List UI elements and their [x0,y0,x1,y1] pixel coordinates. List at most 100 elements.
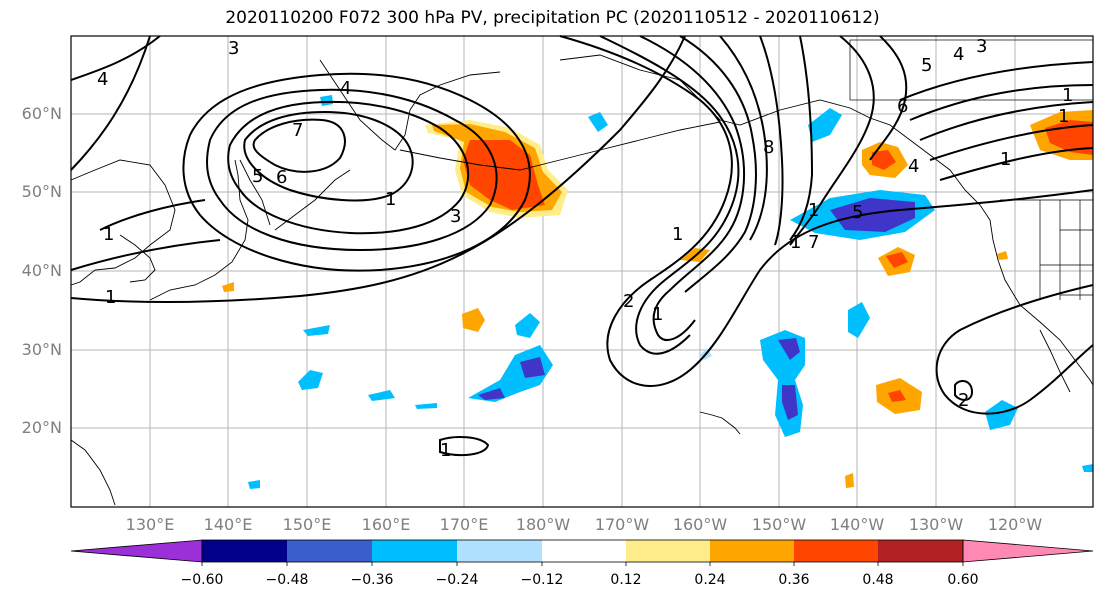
shade-pos-small3 [845,473,854,488]
coast-hawaii [699,411,741,435]
contour-label: 5 [852,202,863,223]
shade-pos-small1 [462,308,485,332]
lon-label: 170°E [439,515,489,534]
colorbar-segment [710,540,794,562]
coastlines [70,54,1094,506]
contour-label: 6 [276,167,287,188]
pv-contour-jet-5 [719,35,768,241]
colorbar-segment [457,540,542,562]
pv-contour-ring4 [206,88,498,252]
coast-baja [1039,329,1071,393]
colorbar-segment [372,540,457,562]
contour-label: 1 [105,287,116,308]
coast-philippines [70,439,116,506]
pv-contour-sub-east [935,284,1094,415]
colorbar-left-extend [70,539,203,563]
contour-label: 7 [808,232,819,253]
contour-label: 8 [763,137,774,158]
contour-label: 6 [897,96,908,117]
pv-contour-ring5 [227,100,470,235]
shade-neg-west2 [515,313,540,338]
contour-label: 1 [1000,149,1011,170]
contour-label: 4 [908,156,919,177]
colorbar-label: 0.24 [694,572,726,588]
colorbar-label: −0.60 [180,572,224,588]
pv-contour-ring7 [252,118,346,173]
contour-label: 3 [976,36,987,57]
contour-label: 4 [97,69,108,90]
pv-contour-west-1 [70,35,686,304]
lon-label: 120°W [987,515,1043,534]
coast-asia [70,159,176,286]
colorbar-segment [202,540,287,562]
pv-contour-east-5 [929,124,1094,161]
contour-label: 1 [440,440,451,461]
pv-contour-ring3 [182,72,531,272]
contour-label: 5 [252,166,263,187]
contour-label: 3 [228,38,239,59]
contour-label: 1 [790,232,801,253]
lon-label: 180°W [515,515,571,534]
colorbar-label: 0.48 [862,572,894,588]
lat-label: 40°N [21,261,62,280]
shade-neg-gulf-mid [830,198,915,232]
shade-neg-sub1 [985,400,1018,430]
pv-contour-jet-2 [599,35,740,355]
colorbar-label: −0.36 [350,572,394,588]
shade-neg-west6 [415,403,437,409]
contour-label: 7 [292,120,303,141]
colorbar-segment [878,540,963,562]
lat-label: 50°N [21,182,62,201]
shade-neg-north2 [588,112,608,132]
colorbar-right-extend [962,539,1094,563]
lon-label: 150°E [282,515,332,534]
pv-contour-sub-3 [439,436,490,457]
contour-label: 3 [450,206,461,227]
shade-neg-tiny3 [1082,464,1093,472]
colorbar-ticks [201,562,964,566]
colorbar-label: −0.24 [435,572,479,588]
shade-pos-sub-red [888,390,906,402]
lat-label: 30°N [21,340,62,359]
pv-contours [70,35,1094,457]
pv-contour-jet-core [789,35,875,246]
lon-label: 160°W [672,515,728,534]
shade-pos-gulf-red [872,150,896,170]
pv-contour-west-ring1 [70,35,151,171]
colorbar-label: −0.48 [265,572,309,588]
pv-contour-east-1 [869,35,908,161]
lon-label: 130°W [908,515,964,534]
contour-label: 1 [1062,85,1073,106]
shade-neg-west5 [368,390,395,401]
pv-contour-ring6 [243,110,414,202]
colorbar [70,539,1094,566]
coast-kamchatka [319,59,501,151]
shade-pos-40n-red [886,252,908,268]
coast-kuril [274,169,351,231]
lon-label: 140°E [203,515,253,534]
colorbar-segment [542,540,626,562]
coast-alaska [559,54,991,221]
pv-contour-west-2 [70,239,221,271]
pv-contour-jet-6 [759,35,784,246]
shade-neg-north1 [808,108,842,142]
contour-label: 5 [921,55,932,76]
pv-contour-east-4 [919,101,1094,141]
shade-pos-small4 [997,251,1008,260]
contour-label: 4 [953,44,964,65]
lat-label: 60°N [21,104,62,123]
contour-label: 2 [958,390,969,411]
colorbar-segment [794,540,878,562]
pv-contour-east-2 [899,61,1094,101]
shade-neg-west1-mid [478,357,545,400]
contour-label-group: 3 4 4 7 6 5 1 1 1 3 1 1 1 8 5 1 7 1 1 2 … [97,36,1073,461]
shade-neg-tiny1 [320,95,333,106]
pv-contour-sub-2 [954,379,974,401]
lon-label: 170°W [594,515,650,534]
colorbar-label: 0.60 [947,572,979,588]
pv-contour-jet-7 [789,35,814,241]
pv-contour-east-3 [909,84,1094,121]
contour-label: 2 [623,291,634,312]
contour-label: 1 [385,189,396,210]
colorbar-label: 0.36 [778,572,810,588]
